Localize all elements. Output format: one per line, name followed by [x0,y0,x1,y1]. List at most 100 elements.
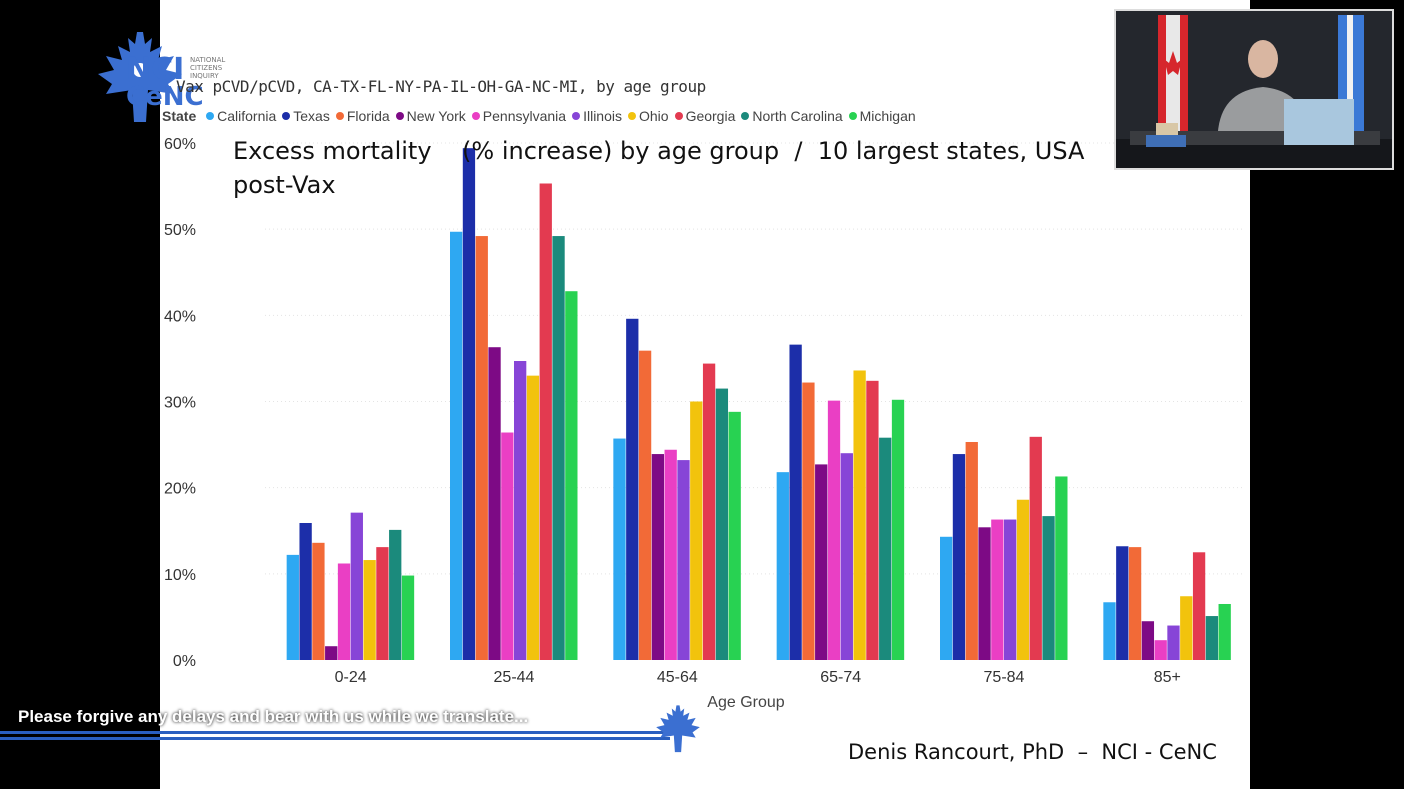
legend-title: State [162,108,197,124]
bar [462,148,476,661]
bar [1154,640,1167,660]
bar [401,575,415,660]
chart-legend: State California Texas Florida New York Penn… [162,108,922,124]
y-tick-label: 60% [164,136,196,153]
speaker-scene [1116,11,1392,168]
legend-label: Pennsylvania [482,108,567,124]
bar [526,375,540,660]
legend-item: Florida [335,108,390,124]
bar [879,437,892,660]
speaker-video-inset [1114,9,1394,170]
legend-label: Texas [293,108,330,124]
x-tick-label: 75-84 [984,669,1025,686]
slide-headline: Excess mortality (% increase) by age gro… [233,134,1113,202]
legend-label: Illinois [583,108,622,124]
legend-label: North Carolina [752,108,843,124]
bar-chart: 0% 10% 20% 30% 40% 50% 60% 0-24 25-44 45-64 65-74 7… [164,136,1245,711]
bar [1055,476,1068,660]
legend-item: New York [395,108,466,124]
presenter-credit: Denis Rancourt, PhD – NCI - CeNC [848,740,1217,764]
legend-dot [206,112,215,120]
legend-dot [395,112,404,120]
bar [514,361,527,660]
bar [638,350,652,660]
logo-cenc-text: CeNC [126,82,204,112]
bar [651,454,665,660]
y-tick-label: 10% [164,567,196,584]
bar [664,449,677,660]
legend-dot [335,112,344,120]
bar [776,472,789,660]
bar [728,411,741,660]
bar [827,400,841,660]
bar [1004,519,1017,660]
bar [1167,625,1180,660]
bar [940,536,953,660]
translation-banner: Please forgive any delays and bear with … [18,707,529,726]
bar [337,563,351,660]
legend-dot [627,112,636,120]
x-tick-label: 85+ [1154,669,1181,686]
legend-label: New York [406,108,466,124]
legend-dot [282,112,291,120]
y-tick-label: 0% [173,653,196,670]
bar [715,388,729,660]
bar [1192,552,1206,660]
legend-item: Pennsylvania [471,108,567,124]
legend-item: North Carolina [741,108,843,124]
bar [613,438,626,660]
bar [1205,616,1219,660]
legend-label: Florida [346,108,390,124]
bar [1016,499,1030,660]
bar [501,432,514,660]
legend-label: California [217,108,277,124]
bar [299,522,312,660]
x-tick-label: 65-74 [820,669,861,686]
bar [978,527,991,660]
bar [789,344,802,660]
x-tick-label: 0-24 [335,669,367,686]
legend-label: Georgia [685,108,736,124]
banner-line-top [0,731,670,734]
bar [815,464,828,660]
bar [626,318,639,660]
bar [952,454,966,660]
y-tick-label: 40% [164,308,196,325]
bar [539,183,552,660]
headline-line-1: Excess mortality (% increase) by age gro… [233,137,1085,165]
legend-dot [848,112,857,120]
banner-line-bottom [0,737,670,740]
legend-item: California [206,108,276,124]
y-tick-label: 20% [164,481,196,498]
legend-item: Ohio [627,108,669,124]
bar [450,231,463,661]
bar [991,519,1004,660]
x-tick-label: 25-44 [494,669,535,686]
bar [1218,603,1231,660]
logo-nci-text: NCI [126,52,185,87]
bar [363,560,376,660]
bar [866,380,879,660]
bar [350,512,363,660]
legend-item: Georgia [674,108,736,124]
bar [690,401,703,660]
bar [840,453,853,660]
y-tick-label: 50% [164,222,196,239]
bar [1141,621,1155,660]
headline-line-2: post-Vax [233,171,336,199]
legend-dot [471,112,480,120]
legend-dot [674,112,683,120]
legend-item: Michigan [848,108,916,124]
legend-item: Texas [282,108,330,124]
bar [677,460,690,660]
bar [1128,547,1142,660]
legend-dot [741,112,750,120]
logo-small-text: NATIONAL CITIZENS INQUIRY [190,56,226,80]
bar [312,542,325,660]
bar [389,529,402,660]
maple-leaf-icon [656,705,700,753]
bar [965,441,978,660]
bar [286,554,299,660]
bar [1116,546,1129,660]
bar [1042,516,1055,660]
